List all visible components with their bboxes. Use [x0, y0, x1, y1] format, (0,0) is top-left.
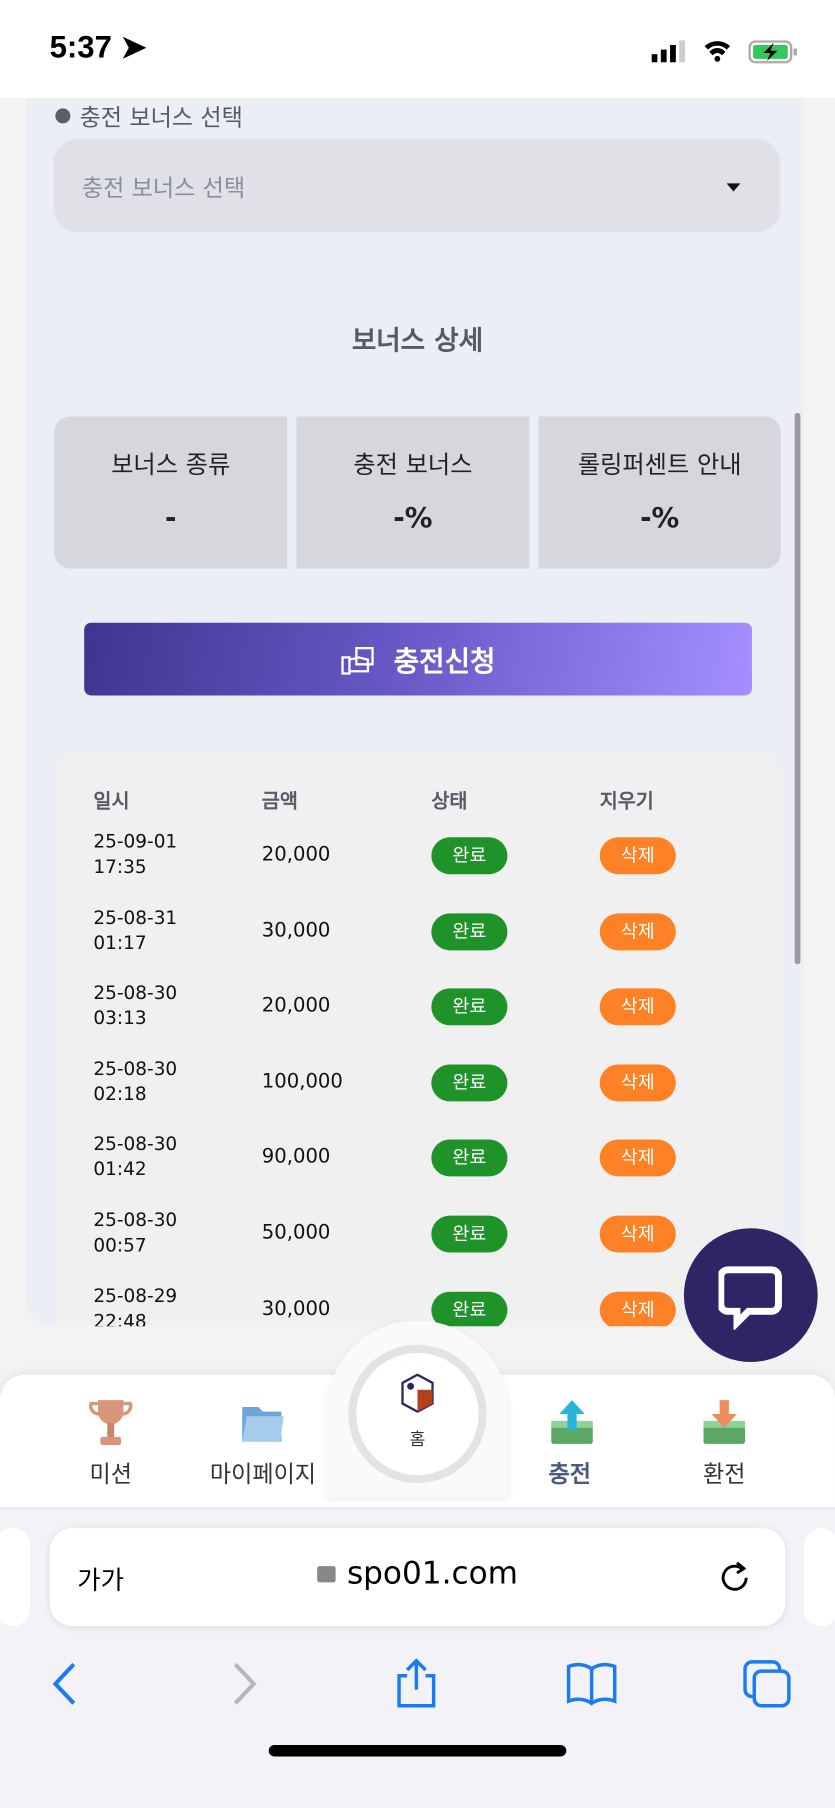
- withdraw-icon: [703, 1400, 746, 1444]
- charge-bonus-box: 충전 보너스 -%: [296, 416, 530, 569]
- bookmarks-icon[interactable]: [565, 1657, 618, 1710]
- header-status: 상태: [431, 790, 468, 814]
- status-badge: 완료: [431, 837, 508, 875]
- wifi-icon: [704, 41, 731, 62]
- box-title: 롤링퍼센트 안내: [577, 450, 742, 479]
- back-icon[interactable]: [42, 1657, 95, 1710]
- box-title: 충전 보너스: [353, 450, 473, 479]
- header-amount: 금액: [261, 790, 298, 814]
- bonus-type-box: 보너스 종류 -: [54, 416, 288, 569]
- row-datetime: 25-09-01 17:35: [93, 830, 178, 878]
- signal-icon: [651, 40, 686, 63]
- lock-icon: [316, 1566, 336, 1583]
- header-date: 일시: [93, 790, 130, 814]
- nav-home[interactable]: 홈: [348, 1344, 487, 1484]
- row-amount: 30,000: [261, 1296, 331, 1321]
- row-datetime: 25-08-29 22:48: [93, 1284, 178, 1327]
- folder-icon: [242, 1407, 284, 1442]
- table-row: 25-08-29 22:48 30,000 완료 삭제: [54, 1283, 779, 1327]
- bonus-detail-title: 보너스 상세: [351, 326, 484, 357]
- box-value: -%: [640, 501, 680, 534]
- url-text: spo01.com: [346, 1555, 519, 1592]
- table-row: 25-08-30 01:42 90,000 완료 삭제: [54, 1132, 779, 1208]
- delete-button[interactable]: 삭제: [599, 988, 676, 1026]
- row-datetime: 25-08-30 02:18: [93, 1057, 178, 1105]
- row-amount: 90,000: [261, 1145, 331, 1169]
- box-value: -: [164, 501, 177, 534]
- delete-button[interactable]: 삭제: [599, 1064, 676, 1102]
- hand-money-icon: [341, 646, 375, 675]
- status-badge: 완료: [431, 1291, 508, 1327]
- table-row: 25-08-30 03:13 20,000 완료 삭제: [54, 981, 779, 1057]
- delete-button[interactable]: 삭제: [599, 912, 676, 950]
- status-bar: 5:37 ➤: [0, 0, 835, 99]
- table-row: 25-09-01 17:35 20,000 완료 삭제: [54, 829, 779, 905]
- bonus-select-value: 충전 보너스 선택: [81, 174, 246, 202]
- charge-history-table: 일시 금액 상태 지우기 25-09-01 17:35 20,000 완료 삭제 2…: [54, 751, 780, 1327]
- box-title: 보너스 종류: [111, 450, 231, 479]
- share-icon[interactable]: [390, 1657, 443, 1710]
- table-row: 25-08-30 00:57 50,000 완료 삭제: [54, 1208, 779, 1284]
- row-amount: 30,000: [261, 918, 331, 942]
- chat-button[interactable]: [683, 1228, 818, 1363]
- nav-deposit-label: 충전: [548, 1460, 591, 1488]
- prev-tab-preview[interactable]: [0, 1528, 30, 1627]
- row-datetime: 25-08-30 00:57: [93, 1208, 178, 1256]
- row-datetime: 25-08-30 01:42: [93, 1132, 178, 1181]
- bonus-select[interactable]: 충전 보너스 선택: [54, 139, 780, 232]
- apply-charge-label: 충전신청: [393, 645, 496, 679]
- delete-button[interactable]: 삭제: [599, 1215, 676, 1253]
- row-amount: 50,000: [261, 1221, 331, 1245]
- header-delete: 지우기: [599, 790, 654, 814]
- nav-mypage-label: 마이페이지: [209, 1460, 317, 1488]
- scrollbar[interactable]: [794, 412, 801, 965]
- nav-withdraw-label: 환전: [703, 1460, 746, 1488]
- apply-charge-button[interactable]: 충전신청: [84, 622, 752, 696]
- rolling-percent-box: 롤링퍼센트 안내 -%: [538, 416, 781, 569]
- logo-icon: [401, 1373, 434, 1413]
- status-badge: 완료: [431, 1064, 508, 1102]
- row-amount: 20,000: [261, 994, 331, 1018]
- table-row: 25-08-31 01:17 30,000 완료 삭제: [54, 905, 779, 981]
- next-tab-preview[interactable]: [803, 1528, 835, 1627]
- status-badge: 완료: [431, 988, 508, 1026]
- chevron-down-icon: [726, 183, 741, 192]
- forward-icon[interactable]: [219, 1657, 272, 1710]
- battery-icon: [748, 40, 797, 64]
- home-indicator: [268, 1744, 567, 1757]
- status-badge: 완료: [431, 912, 508, 950]
- deposit-icon: [551, 1400, 593, 1444]
- nav-home-label: 홈: [409, 1428, 426, 1450]
- bullet-icon: [55, 108, 71, 124]
- box-value: -%: [393, 501, 433, 534]
- status-time: 5:37 ➤: [49, 29, 147, 65]
- reload-icon[interactable]: [716, 1559, 753, 1596]
- chat-bubble-icon: [718, 1266, 782, 1330]
- status-badge: 완료: [431, 1215, 508, 1253]
- status-icons: [651, 40, 797, 64]
- row-datetime: 25-08-30 03:13: [93, 981, 178, 1029]
- row-datetime: 25-08-31 01:17: [93, 906, 178, 954]
- text-size-button[interactable]: 가가: [77, 1567, 124, 1597]
- trophy-icon: [89, 1400, 133, 1446]
- bonus-select-label: 충전 보너스 선택: [55, 99, 243, 132]
- row-amount: 100,000: [261, 1070, 343, 1094]
- status-badge: 완료: [431, 1139, 508, 1177]
- delete-button[interactable]: 삭제: [599, 1291, 676, 1327]
- table-row: 25-08-30 02:18 100,000 완료 삭제: [54, 1056, 779, 1132]
- delete-button[interactable]: 삭제: [599, 1139, 676, 1177]
- tabs-icon[interactable]: [740, 1657, 793, 1710]
- delete-button[interactable]: 삭제: [599, 837, 676, 875]
- row-amount: 20,000: [261, 843, 331, 867]
- address-bar[interactable]: 가가 spo01.com: [49, 1528, 786, 1627]
- nav-mission-label: 미션: [89, 1460, 132, 1488]
- location-icon: ➤: [120, 29, 147, 65]
